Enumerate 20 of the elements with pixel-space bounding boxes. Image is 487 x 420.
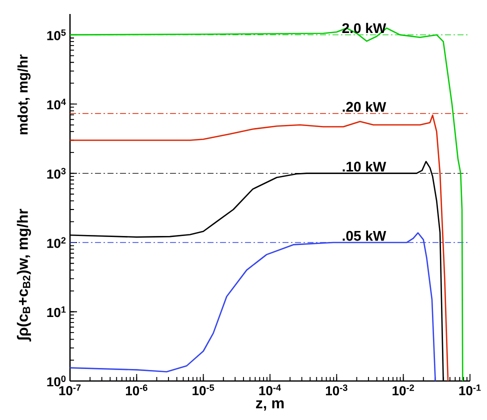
- y-tick-label: 10$^{5}$: [47, 29, 66, 40]
- y-tick-label: 10$^{3}$: [47, 168, 66, 179]
- x-tick-label: 10$^{-1}$: [459, 384, 481, 396]
- x-tick-label: 10$^{-6}$: [126, 384, 148, 396]
- x-axis-title: z, m: [256, 400, 284, 411]
- x-tick-label: 10$^{-4}$: [259, 384, 281, 396]
- x-tick-label: 10$^{-7}$: [59, 384, 81, 396]
- y-axis-title: ∫ρ(c$_{B}$+c$_{B2}$)w, mg/hr: [16, 208, 32, 342]
- x-tick-label: 10$^{-5}$: [192, 384, 214, 396]
- x-tick-label: 10$^{-3}$: [326, 384, 348, 396]
- y-tick-label: 10$^{1}$: [47, 306, 66, 318]
- series-label: .20 kW: [342, 102, 386, 112]
- series-label: 2.0 kW: [342, 22, 386, 34]
- y-tick-label: 10$^{0}$: [47, 376, 66, 386]
- text: mdot, mg/hr: [17, 54, 31, 134]
- x-tick-label: 10$^{-2}$: [392, 384, 414, 396]
- series-label: .05 kW: [342, 230, 386, 241]
- y-tick-label: 10$^{4}$: [47, 98, 66, 110]
- y-tick-label: 10$^{2}$: [47, 237, 66, 248]
- series-label: .10 kW: [342, 161, 386, 172]
